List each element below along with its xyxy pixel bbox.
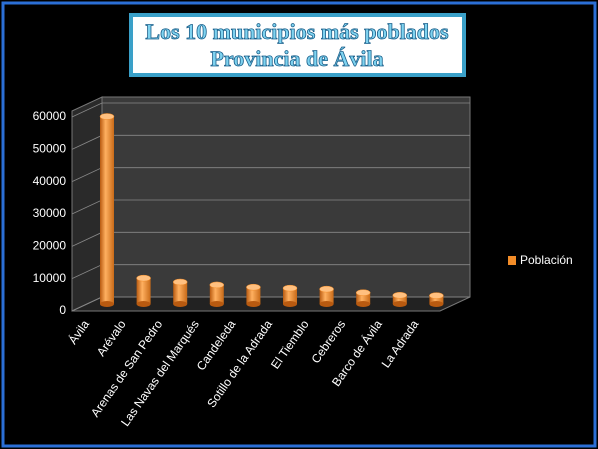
grid-line: [71, 102, 470, 118]
title-box: [129, 13, 466, 77]
y-tick-label: 30000: [33, 206, 67, 220]
bar-base: [356, 301, 371, 307]
bar: [392, 295, 407, 304]
bar-base: [392, 301, 407, 307]
bar: [429, 295, 444, 304]
bar: [283, 288, 297, 304]
side-wall: [71, 96, 103, 312]
y-tick-label: 10000: [33, 271, 67, 285]
bar-base: [136, 301, 151, 307]
bar: [246, 287, 261, 304]
bar-top: [246, 283, 261, 291]
bar-base: [100, 301, 114, 307]
bar-base: [429, 301, 444, 307]
floor: [71, 296, 471, 312]
bar-top: [209, 281, 225, 289]
back-wall: [101, 96, 471, 298]
bar-base: [246, 301, 261, 307]
bar-top: [282, 284, 298, 292]
chart-title: Los 10 municipios más poblados: [145, 19, 449, 44]
bar-base: [209, 301, 224, 307]
bar-top: [99, 113, 115, 120]
chart-subtitle: Provincia de Ávila: [210, 46, 383, 71]
bar: [356, 292, 371, 304]
y-tick-label: 40000: [33, 174, 67, 188]
legend-swatch: [508, 256, 516, 265]
y-tick-label: 50000: [33, 142, 67, 156]
bar-top: [172, 278, 188, 286]
bar-top: [392, 292, 408, 299]
bar-base: [173, 301, 188, 307]
bar: [136, 278, 151, 304]
bar-top: [136, 274, 151, 282]
bar-top: [319, 285, 334, 293]
y-tick-label: 20000: [33, 239, 67, 253]
bar: [173, 282, 188, 304]
bar-top: [429, 292, 444, 299]
bar: [209, 284, 224, 304]
bar-base: [283, 301, 297, 307]
bar-base: [319, 301, 334, 307]
y-tick-label: 0: [59, 303, 66, 317]
bar: [100, 116, 114, 304]
bar: [319, 289, 334, 304]
y-tick-label: 60000: [33, 109, 67, 123]
bar-top: [355, 289, 371, 296]
legend-label: Población: [520, 253, 573, 267]
